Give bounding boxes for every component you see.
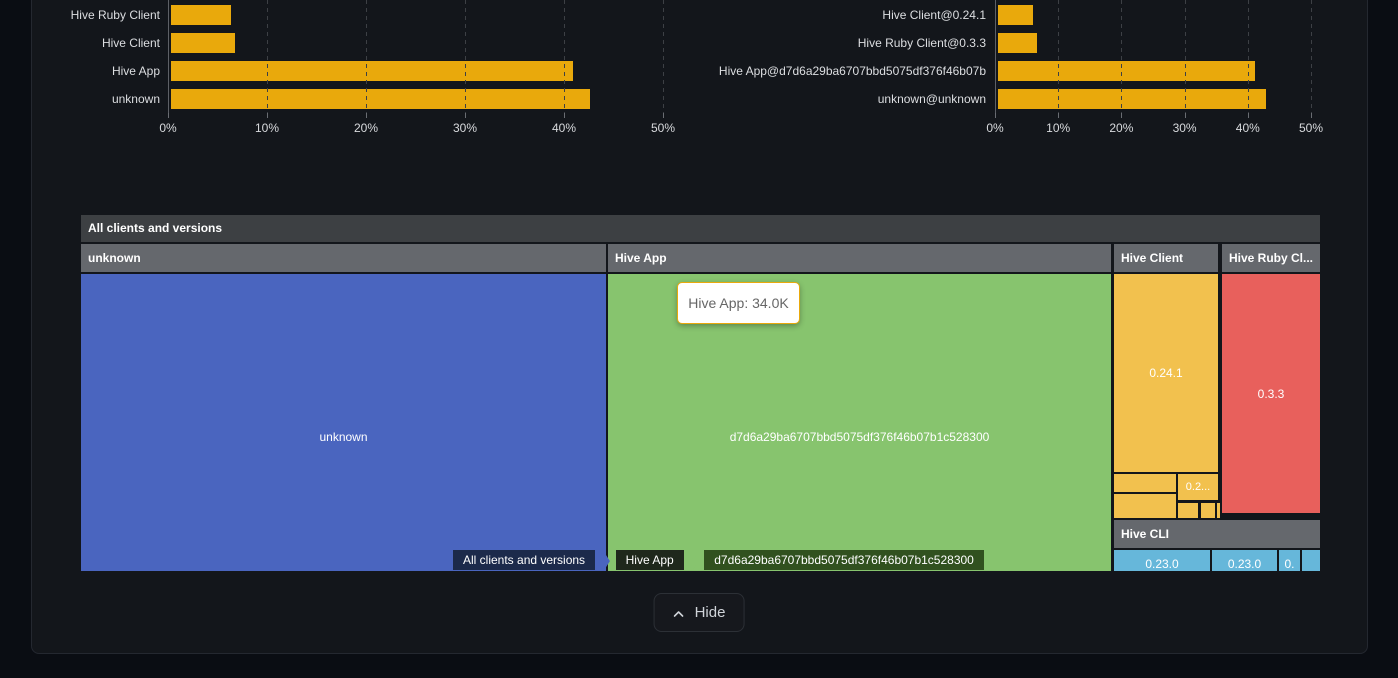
- treemap-tile-hive-client-0-24-1[interactable]: 0.24.1: [1114, 274, 1218, 472]
- axis-tick: [1121, 113, 1123, 118]
- axis-tick: [1247, 113, 1249, 118]
- bar-hive-app[interactable]: [171, 61, 573, 81]
- x-tick-label: 40%: [1235, 121, 1260, 135]
- gridline: [663, 0, 664, 113]
- treemap-header-unknown[interactable]: unknown: [81, 244, 606, 272]
- treemap-root-header[interactable]: All clients and versions: [81, 215, 1320, 242]
- gridline: [564, 0, 565, 113]
- category-label: Hive App: [111, 64, 160, 78]
- axis-tick: [1184, 113, 1186, 118]
- client-versions-bar-chart: Hive Client@0.24.1 Hive Ruby Client@0.3.3…: [698, 0, 1398, 140]
- y-axis-labels: Hive Client@0.24.1 Hive Ruby Client@0.3.3…: [698, 0, 986, 113]
- treemap-tile-hive-client-0-2[interactable]: 0.2...: [1178, 474, 1218, 500]
- breadcrumb-separator-icon: ❯: [599, 552, 612, 569]
- hide-button[interactable]: Hide: [653, 593, 745, 632]
- plot-area: [168, 0, 664, 113]
- category-label: unknown@unknown: [877, 92, 986, 106]
- x-axis: 0% 10% 20% 30% 40% 50%: [986, 113, 1323, 139]
- treemap-all-clients-and-versions: All clients and versions unknown unknown…: [81, 215, 1320, 571]
- bar-hive-app-d7d6a29ba6707bbd5075df376f46b07b[interactable]: [998, 61, 1256, 81]
- axis-tick: [1058, 113, 1060, 118]
- treemap-tile-hive-cli-0-23-0[interactable]: 0.23.0: [1212, 550, 1277, 571]
- treemap-tile-hive-client-sub[interactable]: [1201, 503, 1215, 518]
- treemap-tile-hive-client-sub[interactable]: [1114, 474, 1176, 492]
- x-tick-label: 30%: [452, 121, 478, 135]
- treemap-tile-hive-cli-sub[interactable]: 0.: [1279, 550, 1300, 571]
- gridline: [465, 0, 466, 113]
- treemap-tile-hive-client-sub[interactable]: [1178, 503, 1198, 518]
- treemap-tile-hive-ruby-client-0-3-3[interactable]: 0.3.3: [1222, 274, 1320, 513]
- axis-tick: [564, 113, 565, 118]
- x-tick-label: 30%: [1172, 121, 1197, 135]
- x-tick-label: 20%: [1109, 121, 1134, 135]
- gridline: [1184, 0, 1186, 113]
- treemap-header-hive-cli[interactable]: Hive CLI: [1114, 520, 1320, 548]
- gridline: [1311, 0, 1312, 113]
- x-tick-label: 0%: [159, 121, 177, 135]
- y-axis-labels: Hive Ruby Client Hive Client Hive App unkno…: [0, 0, 160, 113]
- x-tick-label: 10%: [1046, 121, 1071, 135]
- clients-bar-chart: Hive Ruby Client Hive Client Hive App unkno…: [0, 0, 700, 140]
- treemap-tile-hive-cli-0-23-0[interactable]: 0.23.0: [1114, 550, 1210, 571]
- treemap-header-hive-app[interactable]: Hive App: [608, 244, 1111, 272]
- chevron-up-icon: [673, 607, 685, 619]
- treemap-breadcrumb: All clients and versions ❯ Hive App ❯ d7…: [452, 549, 985, 571]
- treemap-tile-hive-cli-sub[interactable]: [1302, 550, 1320, 571]
- category-label: Hive Ruby Client@0.3.3: [857, 36, 986, 50]
- treemap-header-hive-client[interactable]: Hive Client: [1114, 244, 1218, 272]
- treemap-tile-hive-client-sub[interactable]: [1217, 503, 1220, 518]
- gridline: [1058, 0, 1060, 113]
- category-label: Hive Client@0.24.1: [882, 8, 986, 22]
- breadcrumb-item-d7d6a29[interactable]: d7d6a29ba6707bbd5075df376f46b07b1c528300: [703, 549, 985, 571]
- hide-button-label: Hide: [694, 604, 726, 621]
- x-axis: 0% 10% 20% 30% 40% 50%: [159, 113, 675, 139]
- axis-tick: [267, 113, 268, 118]
- x-tick-label: 10%: [254, 121, 280, 135]
- plot-area: [995, 0, 1312, 113]
- axis-tick: [168, 113, 169, 118]
- category-label: Hive App@d7d6a29ba6707bbd5075df376f46b07…: [718, 64, 986, 78]
- category-label: Hive Client: [101, 36, 160, 50]
- breadcrumb-separator-icon: ❯: [687, 552, 701, 569]
- bar-unknown-unknown[interactable]: [998, 89, 1266, 109]
- treemap-tile-unknown[interactable]: unknown: [81, 274, 606, 571]
- gridline: [267, 0, 268, 113]
- axis-tick: [1311, 113, 1312, 118]
- x-tick-label: 50%: [1298, 121, 1324, 135]
- bar-hive-client-0-24-1[interactable]: [998, 5, 1033, 25]
- axis-tick: [663, 113, 664, 118]
- x-tick-label: 20%: [353, 121, 379, 135]
- bar-hive-client[interactable]: [171, 33, 236, 53]
- breadcrumb-item-hive-app[interactable]: Hive App: [614, 549, 685, 571]
- treemap-header-hive-ruby-client[interactable]: Hive Ruby Cl...: [1222, 244, 1320, 272]
- axis-tick: [995, 113, 996, 118]
- tooltip-hive-app: Hive App: 34.0K: [677, 282, 800, 324]
- axis-tick: [465, 113, 466, 118]
- x-tick-label: 0%: [986, 121, 1004, 135]
- gridline: [1247, 0, 1249, 113]
- gridline: [1121, 0, 1123, 113]
- x-tick-label: 40%: [551, 121, 577, 135]
- breadcrumb-item-all-clients-and-versions[interactable]: All clients and versions: [452, 549, 597, 571]
- axis-tick: [366, 113, 367, 118]
- category-label: unknown: [111, 92, 160, 106]
- gridline: [366, 0, 367, 113]
- x-tick-label: 50%: [650, 121, 676, 135]
- category-label: Hive Ruby Client: [70, 8, 160, 22]
- treemap-tile-hive-client-sub[interactable]: [1114, 494, 1176, 518]
- bar-hive-ruby-client-0-3-3[interactable]: [998, 33, 1038, 53]
- bar-unknown[interactable]: [171, 89, 590, 109]
- bar-hive-ruby-client[interactable]: [171, 5, 232, 25]
